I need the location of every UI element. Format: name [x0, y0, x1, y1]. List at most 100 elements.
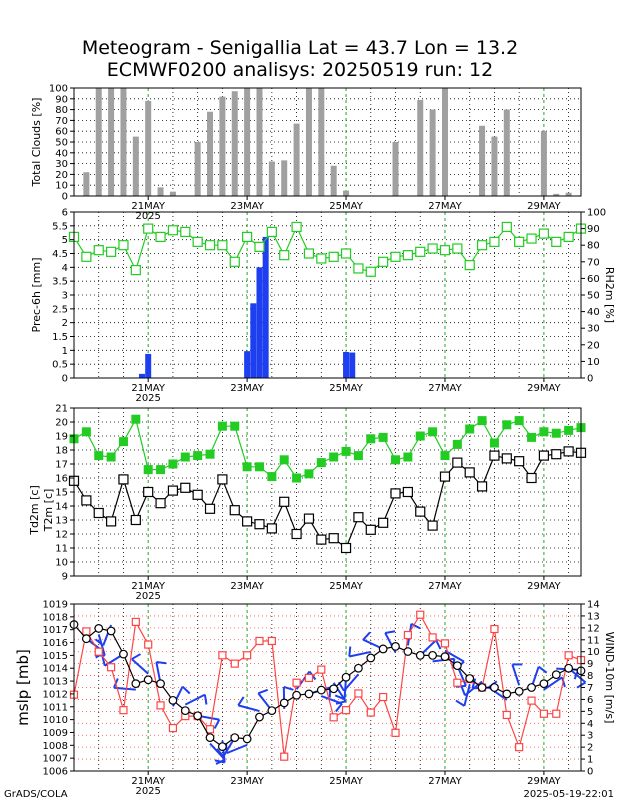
td2m-marker — [266, 523, 277, 534]
wind-marker — [366, 708, 375, 717]
t2m-marker — [242, 462, 252, 472]
y-tick-label: 1009 — [43, 728, 68, 739]
y-tick-label: 1007 — [43, 754, 68, 765]
y-right-tick-label: 12 — [587, 623, 600, 634]
td2m-marker — [489, 450, 500, 461]
y-tick-label: 0 — [62, 374, 68, 385]
cloud-bar — [83, 172, 90, 196]
wind-marker — [218, 651, 227, 660]
wind-barb-flag — [203, 694, 208, 705]
rh-marker — [130, 265, 141, 276]
td2m-marker — [563, 446, 574, 457]
wind-barb-shaft — [511, 664, 521, 686]
y-right-tick-label: 13 — [587, 611, 600, 622]
t2m-marker — [428, 427, 438, 437]
cloud-bar — [305, 88, 312, 196]
t2m-marker — [366, 434, 376, 444]
mslp-marker — [255, 712, 264, 722]
wind-marker — [564, 651, 573, 660]
t2m-marker — [279, 455, 289, 465]
td2m-marker — [415, 506, 426, 517]
y-tick-label: 1008 — [43, 741, 68, 752]
wind-barb-shaft — [343, 673, 360, 692]
y-right-tick-label: 8 — [587, 671, 593, 682]
mslp-marker — [391, 641, 400, 651]
rh-marker — [563, 231, 574, 242]
y-tick-label: 1015 — [43, 651, 68, 662]
rh-marker — [192, 236, 203, 247]
wind-barb-flag — [131, 653, 142, 660]
mslp-marker — [156, 679, 165, 689]
wind-marker — [329, 713, 338, 722]
x-tick-label: 25MAY — [329, 581, 363, 592]
t2m-marker — [292, 473, 302, 483]
cloud-bar — [540, 131, 547, 196]
wind-barb-shaft — [184, 693, 206, 706]
cloud-bar — [491, 136, 498, 196]
x-year-label: 2025 — [135, 786, 160, 797]
mslp-marker — [415, 650, 425, 660]
y-tick-label: 1 — [62, 346, 68, 357]
y-right-tick-label: 2 — [587, 743, 593, 754]
precip-bar — [244, 351, 251, 378]
mslp-marker — [354, 663, 363, 673]
rh-marker — [105, 246, 117, 257]
wind-marker — [168, 723, 178, 733]
wind-barb-flag — [257, 688, 269, 695]
mslp-marker — [465, 674, 475, 683]
mslp-marker — [341, 672, 351, 682]
wind-marker — [243, 651, 252, 660]
precip-bar — [145, 353, 152, 378]
x-tick-label: 21MAY — [131, 581, 165, 592]
rh-marker — [217, 240, 228, 251]
wind-marker — [403, 630, 412, 640]
wind-marker — [502, 710, 511, 720]
y-tick-label: 5.5 — [52, 221, 68, 232]
mslp-marker — [81, 634, 91, 644]
cloud-bar — [503, 109, 510, 196]
x-tick-label: 27MAY — [428, 776, 462, 787]
cloud-bar — [95, 88, 102, 196]
y-tick-label: 2.5 — [52, 304, 68, 315]
t2m-marker — [180, 452, 190, 462]
rh-marker — [365, 266, 376, 277]
t2m-marker — [131, 414, 141, 424]
mslp-marker — [292, 690, 301, 700]
x-tick-label: 29MAY — [527, 383, 561, 394]
wind-barb-flag — [435, 639, 442, 650]
wind-marker — [440, 639, 450, 648]
precip-bar — [349, 352, 356, 378]
y-tick-label: 19 — [55, 432, 68, 443]
mslp-marker — [119, 649, 128, 659]
mslp-marker — [106, 626, 116, 636]
wind-marker — [280, 752, 289, 761]
y-tick-label: 3.5 — [52, 277, 68, 288]
wind-barb-shaft — [463, 684, 471, 707]
wind-marker — [515, 743, 524, 752]
mslp-marker — [502, 689, 512, 699]
t2m-marker — [502, 420, 512, 430]
y-tick-label: 6 — [62, 208, 68, 219]
y-tick-label: 2 — [62, 318, 68, 329]
t2m-marker — [118, 437, 128, 447]
wind-marker — [106, 663, 116, 672]
wind-barb-flag — [216, 748, 225, 758]
x-tick-label: 27MAY — [428, 201, 462, 212]
td2m-marker — [514, 456, 525, 467]
y-tick-label: 4.5 — [52, 249, 68, 260]
wind-barb-shaft — [237, 704, 260, 713]
y-tick-label: 21 — [55, 404, 68, 415]
mslp-marker — [217, 742, 227, 751]
mslp-marker — [440, 652, 450, 662]
td2m-marker — [353, 512, 364, 523]
t2m-marker — [304, 469, 314, 479]
td2m-marker — [130, 514, 141, 526]
td2m-marker — [452, 457, 463, 468]
rh-marker — [390, 251, 401, 262]
t2m-marker — [391, 455, 401, 465]
td2m-marker — [155, 498, 166, 509]
wind-barb-shaft — [349, 650, 371, 658]
t2m-marker — [329, 452, 339, 462]
y-tick-label: 9 — [62, 572, 68, 583]
